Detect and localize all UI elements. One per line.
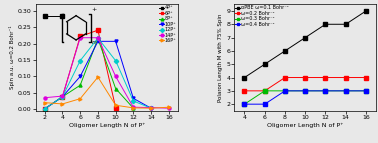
αPBE ω=0.1 Bohr⁻¹	[303, 37, 308, 38]
Line: 10P⁺: 10P⁺	[43, 40, 153, 110]
16P⁺	[78, 98, 82, 100]
12P⁺	[113, 60, 118, 61]
Line: 8P⁺: 8P⁺	[43, 37, 135, 110]
αPBE ω=0.1 Bohr⁻¹	[283, 50, 287, 52]
ω=0.4 Bohr⁻¹	[344, 90, 348, 92]
12P⁺	[96, 37, 100, 39]
8P⁺	[113, 88, 118, 89]
8P⁺	[60, 96, 65, 98]
αPBE ω=0.1 Bohr⁻¹	[262, 63, 267, 65]
16P⁺	[131, 107, 136, 109]
14P⁺	[113, 76, 118, 77]
16P⁺	[113, 104, 118, 106]
10P⁺	[149, 107, 153, 109]
ω=0.4 Bohr⁻¹	[323, 90, 328, 92]
14P⁺	[60, 95, 65, 97]
αPBE ω=0.1 Bohr⁻¹	[364, 10, 368, 12]
16P⁺	[167, 106, 171, 108]
12P⁺	[42, 108, 47, 110]
αPBE ω=0.1 Bohr⁻¹	[242, 77, 247, 78]
Legend: αPBE ω=0.1 Bohr⁻¹, ω=0.2 Bohr⁻¹, ω=0.3 Bohr⁻¹, ω=0.4 Bohr⁻¹: αPBE ω=0.1 Bohr⁻¹, ω=0.2 Bohr⁻¹, ω=0.3 B…	[235, 5, 290, 27]
14P⁺	[149, 107, 153, 108]
10P⁺	[60, 96, 65, 98]
Line: ω=0.3 Bohr⁻¹: ω=0.3 Bohr⁻¹	[243, 89, 367, 106]
αPBE ω=0.1 Bohr⁻¹	[323, 23, 328, 25]
ω=0.2 Bohr⁻¹	[303, 77, 308, 78]
ω=0.3 Bohr⁻¹	[364, 90, 368, 92]
ω=0.3 Bohr⁻¹	[283, 90, 287, 92]
Line: 12P⁺: 12P⁺	[43, 36, 153, 110]
ω=0.3 Bohr⁻¹	[323, 90, 328, 92]
ω=0.2 Bohr⁻¹	[344, 77, 348, 78]
12P⁺	[131, 100, 136, 102]
αPBE ω=0.1 Bohr⁻¹	[344, 23, 348, 25]
8P⁺	[96, 38, 100, 40]
6P⁺	[42, 108, 47, 110]
ω=0.3 Bohr⁻¹	[344, 90, 348, 92]
Line: ω=0.2 Bohr⁻¹: ω=0.2 Bohr⁻¹	[243, 76, 367, 92]
ω=0.3 Bohr⁻¹	[303, 90, 308, 92]
ω=0.4 Bohr⁻¹	[283, 90, 287, 92]
8P⁺	[78, 84, 82, 86]
Y-axis label: Spin a.u. ω=0.2 Bohr⁻¹: Spin a.u. ω=0.2 Bohr⁻¹	[9, 26, 15, 89]
ω=0.3 Bohr⁻¹	[242, 103, 247, 105]
ω=0.2 Bohr⁻¹	[262, 90, 267, 92]
8P⁺	[42, 108, 47, 110]
10P⁺	[42, 108, 47, 110]
ω=0.2 Bohr⁻¹	[242, 90, 247, 92]
14P⁺	[96, 37, 100, 39]
Line: 14P⁺: 14P⁺	[43, 36, 170, 110]
Line: αPBE ω=0.1 Bohr⁻¹: αPBE ω=0.1 Bohr⁻¹	[243, 9, 367, 79]
14P⁺	[167, 107, 171, 109]
14P⁺	[78, 37, 82, 39]
10P⁺	[78, 76, 82, 77]
4P⁺	[60, 15, 65, 17]
ω=0.4 Bohr⁻¹	[364, 90, 368, 92]
ω=0.2 Bohr⁻¹	[364, 77, 368, 78]
14P⁺	[42, 97, 47, 99]
6P⁺	[96, 29, 100, 31]
6P⁺	[113, 107, 118, 108]
Line: ω=0.4 Bohr⁻¹: ω=0.4 Bohr⁻¹	[243, 89, 367, 106]
Y-axis label: Polaron Length M with 75% Spin: Polaron Length M with 75% Spin	[218, 13, 223, 102]
ω=0.4 Bohr⁻¹	[242, 103, 247, 105]
4P⁺	[42, 15, 47, 17]
8P⁺	[131, 107, 136, 109]
6P⁺	[60, 96, 65, 98]
16P⁺	[42, 102, 47, 104]
14P⁺	[131, 106, 136, 108]
ω=0.2 Bohr⁻¹	[283, 77, 287, 78]
Line: 6P⁺: 6P⁺	[43, 29, 117, 110]
16P⁺	[149, 107, 153, 109]
ω=0.2 Bohr⁻¹	[323, 77, 328, 78]
X-axis label: Oligomer Length N of P⁺: Oligomer Length N of P⁺	[68, 123, 145, 128]
12P⁺	[149, 107, 153, 109]
10P⁺	[96, 40, 100, 42]
6P⁺	[78, 36, 82, 37]
ω=0.4 Bohr⁻¹	[303, 90, 308, 92]
Line: 16P⁺: 16P⁺	[43, 76, 170, 110]
16P⁺	[96, 76, 100, 78]
12P⁺	[78, 60, 82, 61]
Legend: 4P⁺, 6P⁺, 8P⁺, 10P⁺, 12P⁺, 14P⁺, 16P⁺: 4P⁺, 6P⁺, 8P⁺, 10P⁺, 12P⁺, 14P⁺, 16P⁺	[159, 5, 177, 44]
Line: 4P⁺: 4P⁺	[43, 15, 64, 18]
X-axis label: Oligomer Length N of P⁺: Oligomer Length N of P⁺	[267, 123, 344, 128]
10P⁺	[113, 40, 118, 42]
ω=0.3 Bohr⁻¹	[262, 90, 267, 92]
ω=0.4 Bohr⁻¹	[262, 103, 267, 105]
12P⁺	[60, 96, 65, 98]
16P⁺	[60, 103, 65, 105]
10P⁺	[131, 98, 136, 99]
